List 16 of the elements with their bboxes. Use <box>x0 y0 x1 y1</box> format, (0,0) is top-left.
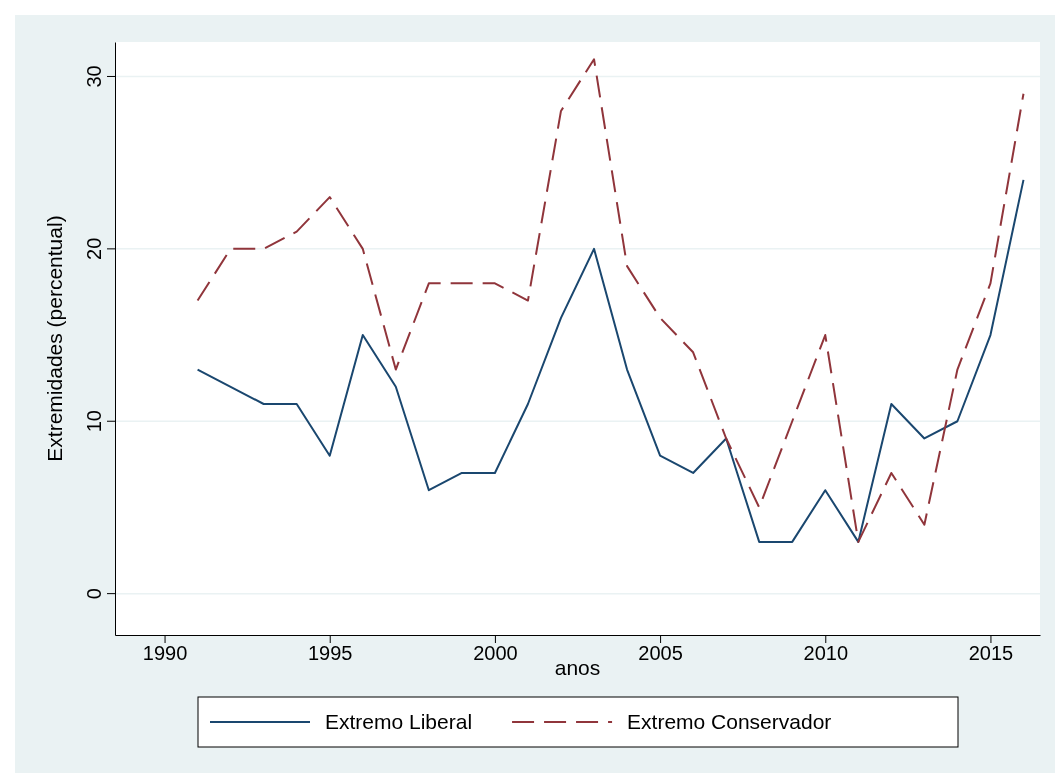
x-tick-label: 2000 <box>473 642 518 665</box>
line-series <box>196 178 1025 543</box>
y-tick-label: 20 <box>83 237 105 260</box>
y-axis-title: Extremidades (percentual) <box>43 215 66 462</box>
x-tick-label: 2010 <box>803 642 849 665</box>
y-tick-label: 10 <box>83 410 105 433</box>
legend-label: Extremo Liberal <box>325 710 473 733</box>
line-series <box>196 58 1025 543</box>
y-tick-label: 30 <box>83 65 105 88</box>
legend-label: Extremo Conservador <box>627 710 832 733</box>
x-tick-label: 1995 <box>307 642 353 665</box>
x-tick-label: 1990 <box>142 642 188 665</box>
y-tick-label: 0 <box>83 588 105 600</box>
x-tick-label: 2005 <box>638 642 683 665</box>
x-tick-label: 2015 <box>968 642 1014 665</box>
x-axis-title: anos <box>554 656 601 679</box>
